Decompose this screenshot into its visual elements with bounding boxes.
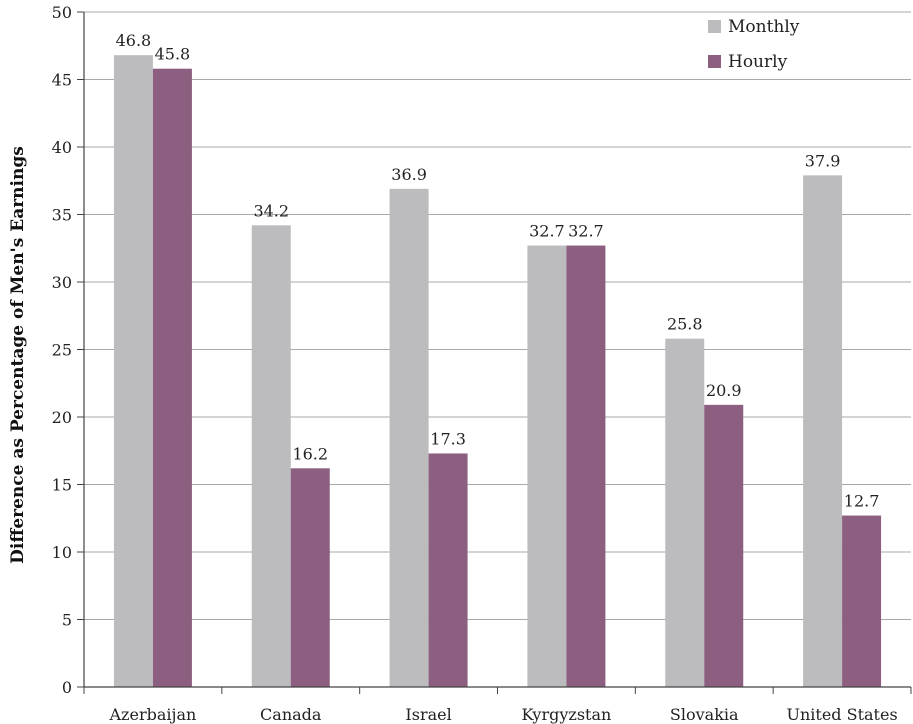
- x-category-label: Israel: [405, 705, 451, 724]
- legend-swatch-hourly: [708, 55, 721, 68]
- data-label: 25.8: [667, 315, 703, 334]
- data-label: 32.7: [568, 222, 604, 241]
- y-tick-label: 35: [52, 206, 72, 225]
- axes-layer: 0 5 10 15 20 25 30 35 40 45 50: [52, 3, 912, 697]
- y-tick-label: 5: [62, 611, 72, 630]
- data-label: 46.8: [116, 31, 152, 50]
- bar-hourly-azerbaijan: [152, 68, 192, 687]
- y-tick-label: 45: [52, 71, 72, 90]
- x-category-label: Kyrgyzstan: [522, 705, 612, 724]
- data-label: 17.3: [430, 429, 466, 448]
- y-tick-label: 20: [52, 408, 72, 427]
- legend-swatch-monthly: [708, 20, 721, 33]
- x-category-label: Canada: [260, 705, 322, 724]
- data-label: 20.9: [706, 381, 742, 400]
- data-label: 34.2: [253, 201, 289, 220]
- legend-label-monthly: Monthly: [728, 17, 800, 37]
- x-category-label: Azerbaijan: [109, 705, 197, 724]
- y-tick-label: 50: [52, 3, 72, 22]
- bar-monthly-slovakia: [665, 338, 705, 687]
- bar-hourly-canada: [290, 468, 330, 687]
- data-label: 45.8: [155, 45, 191, 64]
- bar-hourly-slovakia: [704, 404, 744, 687]
- y-axis-title: Difference as Percentage of Men's Earnin…: [8, 146, 28, 564]
- bars-layer: [113, 55, 882, 688]
- bar-hourly-kyrgyzstan: [566, 245, 606, 688]
- bar-monthly-united-states: [803, 175, 843, 687]
- data-label: 12.7: [844, 492, 880, 511]
- grid-layer: [84, 11, 911, 620]
- bar-monthly-kyrgyzstan: [527, 245, 567, 688]
- y-tick-label: 25: [52, 341, 72, 360]
- x-category-label: Slovakia: [670, 705, 739, 724]
- y-tick-label: 15: [52, 476, 72, 495]
- bar-monthly-azerbaijan: [113, 55, 153, 687]
- x-category-label: United States: [786, 705, 897, 724]
- y-tick-label: 30: [52, 273, 72, 292]
- data-label: 32.7: [529, 222, 565, 241]
- y-tick-label: 0: [62, 678, 72, 697]
- y-tick-label: 40: [52, 138, 72, 157]
- labels-layer: 46.845.8 Azerbaijan 34.2 16.2 Canada 36.9 17.3…: [109, 31, 898, 724]
- legend: Monthly Hourly: [708, 17, 800, 72]
- bar-monthly-israel: [389, 188, 429, 687]
- y-tick-label: 10: [52, 543, 72, 562]
- data-label: 37.9: [805, 151, 841, 170]
- legend-label-hourly: Hourly: [728, 52, 788, 72]
- bar-hourly-united-states: [842, 515, 882, 687]
- data-label: 16.2: [292, 444, 328, 463]
- bar-hourly-israel: [428, 453, 468, 687]
- data-label: 36.9: [391, 165, 427, 184]
- bar-monthly-canada: [251, 225, 291, 688]
